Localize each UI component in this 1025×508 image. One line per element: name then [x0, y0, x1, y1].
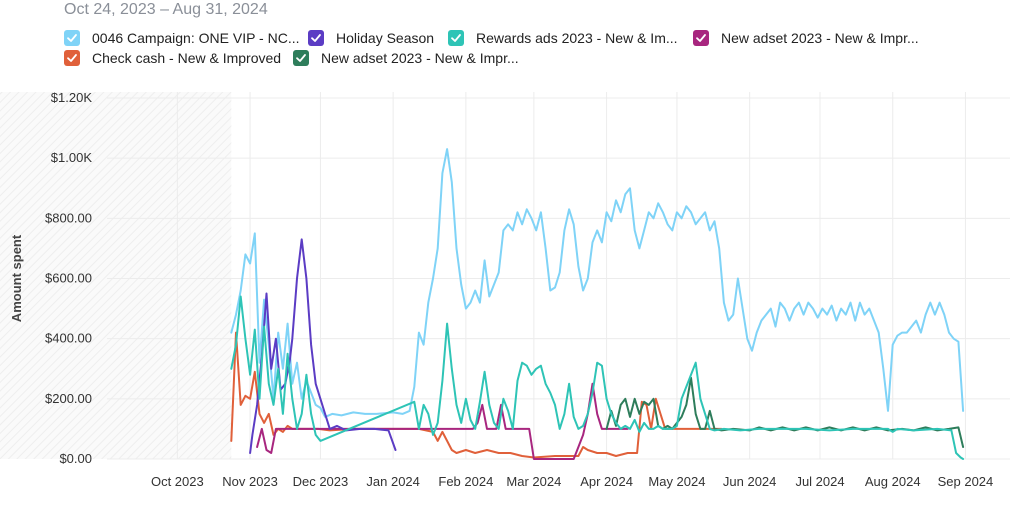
- date-range-label: Oct 24, 2023 – Aug 31, 2024: [64, 1, 268, 18]
- legend-item-0[interactable]: 0046 Campaign: ONE VIP - NC...: [64, 28, 300, 48]
- x-tick-label: May 2024: [648, 474, 705, 489]
- checkbox-checked-icon[interactable]: [293, 50, 309, 66]
- x-tick-label: Jan 2024: [366, 474, 420, 489]
- x-tick-label: Feb 2024: [438, 474, 493, 489]
- legend-item-2[interactable]: Rewards ads 2023 - New & Im...: [448, 28, 678, 48]
- checkbox-checked-icon[interactable]: [64, 50, 80, 66]
- x-tick-label: Apr 2024: [580, 474, 633, 489]
- legend-item-5[interactable]: New adset 2023 - New & Impr...: [293, 48, 519, 68]
- x-tick-label: Aug 2024: [865, 474, 921, 489]
- y-tick-label: $600.00: [45, 271, 92, 286]
- checkbox-checked-icon[interactable]: [308, 30, 324, 46]
- series-line-1: [249, 238, 397, 454]
- checkbox-checked-icon[interactable]: [448, 30, 464, 46]
- legend-label: New adset 2023 - New & Impr...: [721, 30, 919, 46]
- y-tick-label: $1.20K: [51, 90, 93, 105]
- legend-label: Check cash - New & Improved: [92, 50, 282, 66]
- y-tick-label: $0.00: [59, 451, 92, 466]
- x-tick-label: Dec 2023: [293, 474, 349, 489]
- x-tick-label: Sep 2024: [938, 474, 994, 489]
- series-line-4: [230, 331, 723, 459]
- checkbox-checked-icon[interactable]: [64, 30, 80, 46]
- checkbox-checked-icon[interactable]: [693, 30, 709, 46]
- legend-label: Holiday Season: [336, 30, 435, 46]
- x-tick-label: Jul 2024: [795, 474, 844, 489]
- series-line-3: [256, 382, 629, 460]
- y-tick-label: $1.00K: [51, 150, 93, 165]
- x-tick-label: Jun 2024: [723, 474, 777, 489]
- legend-item-3[interactable]: New adset 2023 - New & Impr...: [693, 28, 919, 48]
- y-tick-label: $400.00: [45, 331, 92, 346]
- x-tick-label: Nov 2023: [222, 474, 278, 489]
- legend-label: New adset 2023 - New & Impr...: [321, 50, 519, 66]
- series-line-2: [230, 295, 965, 460]
- x-tick-label: Mar 2024: [506, 474, 561, 489]
- y-axis-label: Amount spent: [9, 234, 24, 322]
- series-line-0: [230, 148, 965, 418]
- legend-label: 0046 Campaign: ONE VIP - NC...: [92, 30, 300, 46]
- y-tick-label: $200.00: [45, 391, 92, 406]
- out-of-range-shading: [0, 92, 232, 459]
- x-tick-label: Oct 2023: [151, 474, 204, 489]
- y-tick-label: $800.00: [45, 210, 92, 225]
- legend-label: Rewards ads 2023 - New & Im...: [476, 30, 678, 46]
- legend-item-1[interactable]: Holiday Season: [308, 28, 434, 48]
- legend-item-4[interactable]: Check cash - New & Improved: [64, 48, 281, 68]
